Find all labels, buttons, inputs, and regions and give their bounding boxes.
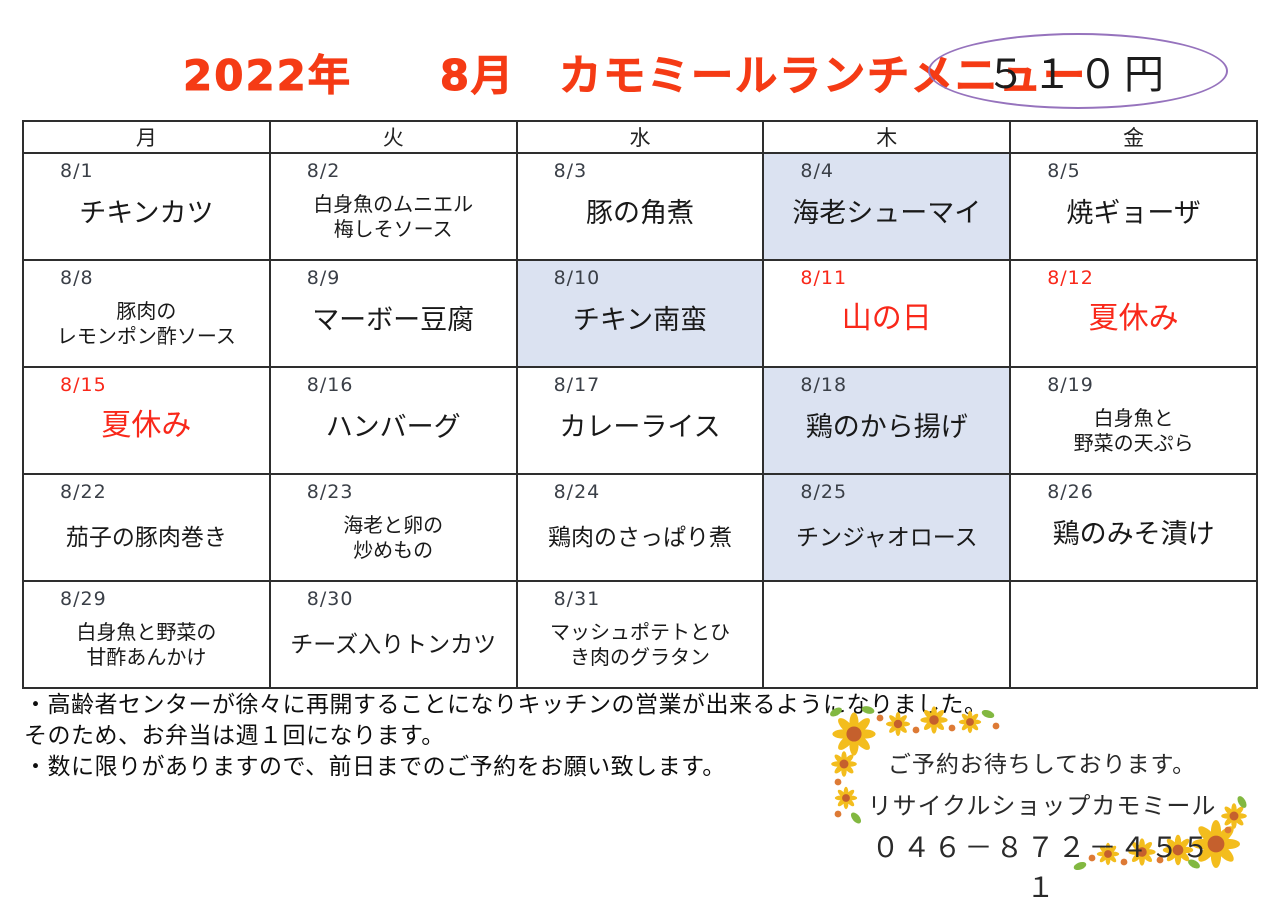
shop-name: リサイクルショップカモミール [867,792,1217,820]
calendar-cell-8-9: 8/9 マーボー豆腐 [268,259,518,368]
cell-date: 8/29 [60,588,107,610]
calendar-cell-8-17: 8/17 カレーライス [515,366,765,475]
cell-date: 8/26 [1047,481,1094,503]
cell-menu: チーズ入りトンカツ [290,632,497,658]
cell-date: 8/15 [60,374,107,396]
cell-menu: 海老シューマイ [792,198,982,229]
cell-date: 8/1 [60,160,94,182]
calendar-cell-8-1: 8/1 チキンカツ [22,152,271,261]
cell-menu: 豚肉の レモンポン酢ソース [56,299,236,348]
calendar-week-4: 8/22 茄子の豚肉巻き 8/23 海老と卵の 炒めもの 8/24 鶏肉のさっぱ… [22,473,1258,582]
calendar-week-3: 8/15 夏休み 8/16 ハンバーグ 8/17 カレーライス 8/18 鶏のか… [22,366,1258,475]
cell-date: 8/18 [800,374,848,396]
calendar-cell-8-2: 8/2 白身魚のムニエル 梅しそソース [268,152,518,261]
cell-date: 8/9 [306,267,341,289]
cell-date: 8/3 [553,160,588,182]
price-text: ５１０円 [986,52,1170,98]
cell-date: 8/30 [306,588,354,610]
calendar-cell-8-10: 8/10 チキン南蛮 [515,259,765,368]
calendar-cell-8-26: 8/26 鶏のみそ漬け [1009,473,1258,582]
cell-menu: 茄子の豚肉巻き [65,525,227,551]
calendar-cell-8-23: 8/23 海老と卵の 炒めもの [268,473,518,582]
calendar-cell-8-3: 8/3 豚の角煮 [515,152,765,261]
notes-block: ・高齢者センターが徐々に再開することになりキッチンの営業が出来るようになりました… [24,690,988,783]
calendar-week-5: 8/29 白身魚と野菜の 甘酢あんかけ 8/30 チーズ入りトンカツ 8/31 … [22,580,1258,689]
weekday-header-tue: 火 [268,120,518,154]
cell-menu: 白身魚と野菜の 甘酢あんかけ [76,620,217,669]
calendar-cell-8-12: 8/12 夏休み [1009,259,1258,368]
note-line-2: そのため、お弁当は週１回になります。 [24,723,445,749]
cell-menu: 豚の角煮 [585,198,694,229]
note-line-3: ・数に限りがありますので、前日までのご予約をお願い致します。 [24,754,726,780]
cell-menu: 夏休み [101,408,192,443]
cell-date: 8/25 [800,481,848,503]
phone-number: ０４６－８７２－４５５１ [871,831,1213,904]
cell-menu: チキンカツ [79,198,214,229]
cell-menu: チンジャオロース [795,525,978,551]
cell-date: 8/23 [306,481,354,503]
cell-menu: 鶏肉のさっぱり煮 [547,525,732,551]
calendar-week-2: 8/8 豚肉の レモンポン酢ソース 8/9 マーボー豆腐 8/10 チキン南蛮 … [22,259,1258,368]
cell-menu: 白身魚と 野菜の天ぷら [1073,406,1194,455]
cell-date: 8/12 [1047,267,1094,289]
weekday-header-row: 月 火 水 木 金 [22,120,1258,154]
calendar-cell-8-4: 8/4 海老シューマイ [762,152,1012,261]
cell-menu: 鶏のみそ漬け [1052,519,1215,550]
calendar-cell-8-5: 8/5 焼ギョーザ [1009,152,1258,261]
reservation-message: ご予約お待ちしております。 [887,752,1197,778]
cell-date: 8/31 [553,588,601,610]
cell-date: 8/17 [553,374,601,396]
calendar-cell-8-24: 8/24 鶏肉のさっぱり煮 [515,473,765,582]
calendar-cell-8-15: 8/15 夏休み [22,366,271,475]
note-line-1: ・高齢者センターが徐々に再開することになりキッチンの営業が出来るようになりました… [24,692,988,718]
weekday-header-thu: 木 [762,120,1012,154]
cell-date: 8/8 [60,267,94,289]
calendar-cell-empty-fri [1009,580,1258,689]
weekday-header-wed: 水 [515,120,765,154]
cell-date: 8/19 [1047,374,1094,396]
calendar-cell-8-25: 8/25 チンジャオロース [762,473,1012,582]
cell-date: 8/4 [800,160,834,182]
cell-date: 8/11 [800,267,848,289]
weekday-header-fri: 金 [1009,120,1258,154]
calendar-week-1: 8/1 チキンカツ 8/2 白身魚のムニエル 梅しそソース 8/3 豚の角煮 8… [22,152,1258,261]
cell-menu: 海老と卵の 炒めもの [343,513,444,562]
calendar-cell-8-30: 8/30 チーズ入りトンカツ [268,580,518,689]
menu-calendar-table: 月 火 水 木 金 8/1 チキンカツ 8/2 白身魚のムニエル 梅しそソース … [22,120,1258,689]
cell-date: 8/5 [1047,160,1081,182]
cell-date: 8/2 [306,160,341,182]
calendar-cell-empty-thu [762,580,1012,689]
cell-menu: マッシュポテトとひ き肉のグラタン [549,620,730,669]
cell-menu: チキン南蛮 [572,305,708,336]
cell-date: 8/24 [553,481,601,503]
cell-date: 8/22 [60,481,107,503]
calendar-cell-8-29: 8/29 白身魚と野菜の 甘酢あんかけ [22,580,271,689]
price-badge: ５１０円 [928,33,1228,109]
weekday-header-mon: 月 [22,120,271,154]
cell-menu: 山の日 [841,301,932,336]
calendar-cell-8-31: 8/31 マッシュポテトとひ き肉のグラタン [515,580,765,689]
cell-menu: 白身魚のムニエル 梅しそソース [313,192,474,241]
cell-date: 8/10 [553,267,601,289]
calendar-cell-8-16: 8/16 ハンバーグ [268,366,518,475]
calendar-cell-8-22: 8/22 茄子の豚肉巻き [22,473,271,582]
cell-menu: 鶏のから揚げ [805,412,968,443]
calendar-cell-8-8: 8/8 豚肉の レモンポン酢ソース [22,259,271,368]
cell-menu: 焼ギョーザ [1066,198,1201,229]
calendar-cell-8-18: 8/18 鶏のから揚げ [762,366,1012,475]
cell-menu: マーボー豆腐 [312,305,475,336]
calendar-cell-8-11: 8/11 山の日 [762,259,1012,368]
cell-date: 8/16 [306,374,354,396]
contact-block: ご予約お待ちしております。 リサイクルショップカモミール ０４６－８７２－４５５… [862,745,1222,906]
cell-menu: 夏休み [1088,301,1179,336]
cell-menu: カレーライス [559,412,721,443]
cell-menu: ハンバーグ [325,412,461,443]
calendar-cell-8-19: 8/19 白身魚と 野菜の天ぷら [1009,366,1258,475]
